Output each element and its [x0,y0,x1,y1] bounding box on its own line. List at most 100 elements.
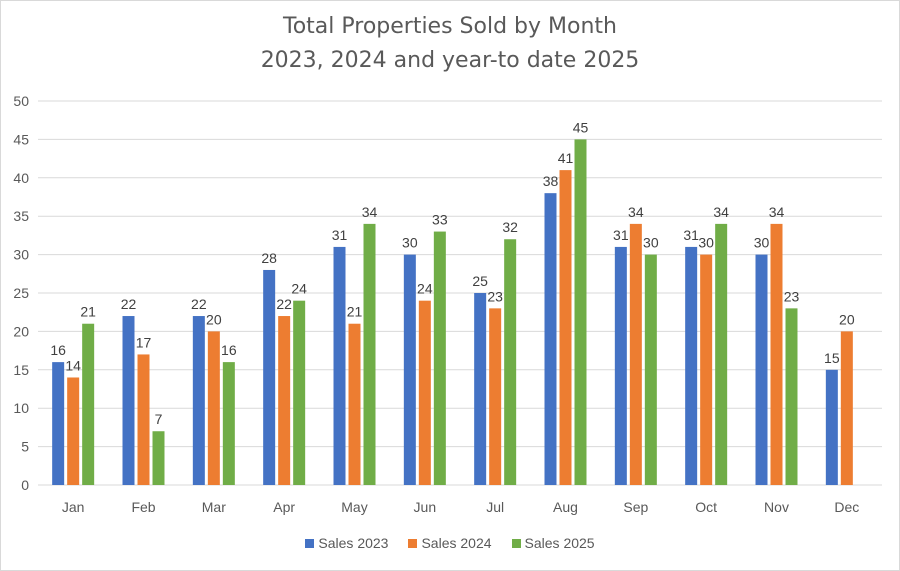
bar-sales-2023 [333,246,346,485]
bar-sales-2025 [715,223,728,485]
chart-title: Total Properties Sold by Month [283,14,617,39]
bar-sales-2024 [418,300,431,485]
bar-sales-2023 [755,254,768,485]
bar-sales-2023 [825,369,838,485]
chart-subtitle: 2023, 2024 and year-to date 2025 [260,48,640,73]
bar-sales-2024 [489,308,502,485]
y-tick-label: 5 [21,439,29,455]
y-tick-label: 50 [13,93,29,109]
data-label: 33 [432,212,448,228]
bar-sales-2025 [152,431,165,485]
data-label: 23 [784,288,800,304]
y-tick-label: 10 [13,400,29,416]
x-tick-label: Jul [486,499,504,515]
legend-label: Sales 2024 [421,535,492,551]
legend-item: Sales 2024 [408,535,492,551]
data-label: 31 [613,227,629,243]
x-tick-label: Nov [764,499,789,515]
x-tick-label: Aug [553,499,578,515]
bar-sales-2023 [52,362,65,485]
y-tick-label: 25 [13,285,29,301]
data-label: 24 [291,281,307,297]
bar-sales-2023 [614,246,627,485]
bar-sales-2024 [67,377,80,485]
legend-swatch [408,538,418,548]
bar-sales-2025 [82,323,95,485]
bar-sales-2024 [348,323,361,485]
bar-sales-2024 [559,170,572,485]
bar-sales-2025 [574,139,587,485]
y-tick-label: 30 [13,247,29,263]
data-label: 30 [402,235,418,251]
data-label: 34 [713,204,729,220]
y-tick-label: 20 [13,323,29,339]
data-label: 25 [472,273,488,289]
x-tick-label: Mar [202,499,226,515]
bar-sales-2024 [137,354,150,485]
bar-sales-2025 [785,308,798,485]
legend-label: Sales 2023 [318,535,389,551]
data-label: 14 [65,357,81,373]
bar-sales-2023 [192,316,205,485]
chart-legend: Sales 2023 Sales 2024 Sales 2025 [0,535,900,551]
bar-sales-2024 [207,331,220,485]
data-label: 22 [276,296,292,312]
legend-item: Sales 2023 [305,535,388,551]
x-tick-label: Feb [131,499,155,515]
x-tick-label: Sep [623,499,648,515]
data-label: 24 [417,281,433,297]
data-label: 20 [206,311,222,327]
bar-sales-2025 [222,362,235,485]
bar-sales-2023 [474,293,487,485]
bar-sales-2023 [685,246,698,485]
bar-sales-2024 [770,223,783,485]
bar-sales-2025 [293,300,306,485]
data-label: 21 [347,304,363,320]
data-label: 22 [121,296,137,312]
data-label: 28 [261,250,277,266]
bar-sales-2023 [122,316,135,485]
y-tick-label: 35 [13,208,29,224]
data-label: 16 [50,342,66,358]
data-label: 16 [221,342,237,358]
x-tick-label: Jun [414,499,437,515]
data-label: 30 [643,235,659,251]
bar-sales-2025 [504,239,517,485]
y-tick-label: 0 [21,477,29,493]
data-label: 30 [698,235,714,251]
legend-swatch [511,538,521,548]
bar-sales-2024 [629,223,642,485]
data-label: 15 [824,350,840,366]
data-label: 22 [191,296,207,312]
bar-sales-2024 [700,254,713,485]
data-label: 30 [754,235,770,251]
y-tick-label: 40 [13,170,29,186]
data-label: 20 [839,311,855,327]
x-tick-label: Jan [62,499,85,515]
x-tick-label: Dec [834,499,859,515]
bar-sales-2023 [403,254,416,485]
data-label: 34 [628,204,644,220]
bar-sales-2024 [278,316,291,485]
bar-sales-2025 [363,223,376,485]
data-label: 34 [769,204,785,220]
legend-item: Sales 2025 [511,535,595,551]
bar-sales-2025 [644,254,657,485]
bar-sales-2023 [263,269,276,485]
data-label: 32 [502,219,518,235]
data-label: 41 [558,150,574,166]
y-tick-label: 15 [13,362,29,378]
y-tick-label: 45 [13,131,29,147]
x-tick-label: Oct [695,499,717,515]
x-tick-label: Apr [273,499,295,515]
bar-sales-2023 [544,193,557,485]
data-label: 38 [543,173,559,189]
legend-label: Sales 2025 [524,535,595,551]
data-label: 21 [80,304,96,320]
data-label: 7 [155,411,163,427]
bar-sales-2025 [433,231,446,485]
data-label: 17 [136,334,152,350]
data-label: 23 [487,288,503,304]
